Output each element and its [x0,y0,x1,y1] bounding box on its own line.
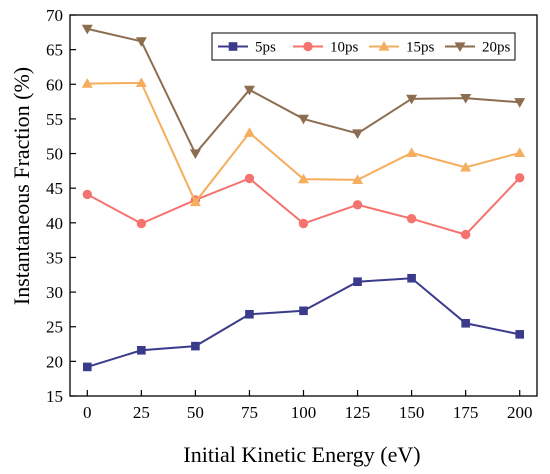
data-point-20ps [352,129,364,139]
y-tick-label: 55 [46,110,63,129]
x-tick-label: 75 [241,403,258,422]
legend-marker-10ps [303,41,313,52]
data-point-15ps [243,127,255,137]
legend-marker-15ps [378,41,390,51]
data-point-20ps [243,85,255,96]
legend: 5ps 10ps 15ps 20ps [211,32,516,61]
data-point-15ps [81,78,93,88]
y-tick-label: 70 [46,6,63,25]
legend-label-20ps: 20ps [482,40,511,56]
legend-label-15ps: 15ps [406,40,435,56]
y-tick-label: 25 [46,318,63,337]
data-point-20ps [460,94,472,104]
x-tick-label: 175 [453,403,479,422]
series-line-15ps [87,81,520,204]
legend-label-10ps: 10ps [330,40,359,56]
y-tick-label: 15 [46,387,63,406]
data-point-15ps [298,173,309,184]
legend-label-5ps: 5ps [255,40,276,56]
data-point-20ps [81,24,93,35]
data-point-5ps [353,277,362,286]
data-point-10ps [352,200,363,210]
y-tick-label: 35 [46,248,63,267]
y-tick-label: 65 [46,41,63,60]
legend-marker-5ps [228,42,238,51]
y-tick-label: 50 [46,145,63,164]
y-tick-label: 45 [46,179,63,198]
y-axis-title: Instantaneous Fraction (%) [9,67,34,305]
y-tick-label: 60 [46,75,63,94]
data-point-20ps [189,149,201,160]
y-tick-label: 30 [46,283,63,302]
data-point-5ps [137,345,146,355]
x-tick-label: 100 [291,403,317,422]
data-point-10ps [244,173,255,184]
data-point-10ps [82,189,92,200]
data-point-20ps [514,98,526,108]
data-point-10ps [515,173,525,183]
x-tick-label: 0 [83,403,92,422]
y-tick-label: 40 [46,214,63,233]
data-point-15ps [460,161,472,172]
data-point-15ps [135,77,147,88]
x-axis-title: Initial Kinetic Energy (eV) [183,442,420,467]
data-point-10ps [136,218,147,229]
data-point-5ps [461,318,470,328]
y-tick-label: 20 [46,352,63,371]
series-line-5ps [87,277,520,368]
data-point-15ps [352,174,364,184]
legend-marker-20ps [454,42,466,52]
data-point-15ps [514,147,526,157]
data-point-20ps [406,94,418,105]
data-point-10ps [406,213,417,224]
plot-frame [69,14,538,397]
x-tick-label: 200 [507,403,533,422]
data-point-5ps [191,341,200,351]
x-tick-label: 150 [399,403,425,422]
data-point-20ps [135,37,147,47]
data-point-5ps [245,309,254,319]
data-point-15ps [189,196,201,207]
data-point-5ps [82,362,92,372]
data-point-5ps [407,273,416,283]
x-tick-label: 50 [187,403,204,422]
data-point-15ps [406,147,418,157]
data-point-20ps [298,114,309,125]
data-point-5ps [299,306,308,316]
x-tick-label: 25 [133,403,150,422]
data-point-5ps [515,330,525,339]
data-point-10ps [298,218,309,229]
x-tick-label: 125 [345,403,371,422]
data-point-10ps [460,229,471,240]
